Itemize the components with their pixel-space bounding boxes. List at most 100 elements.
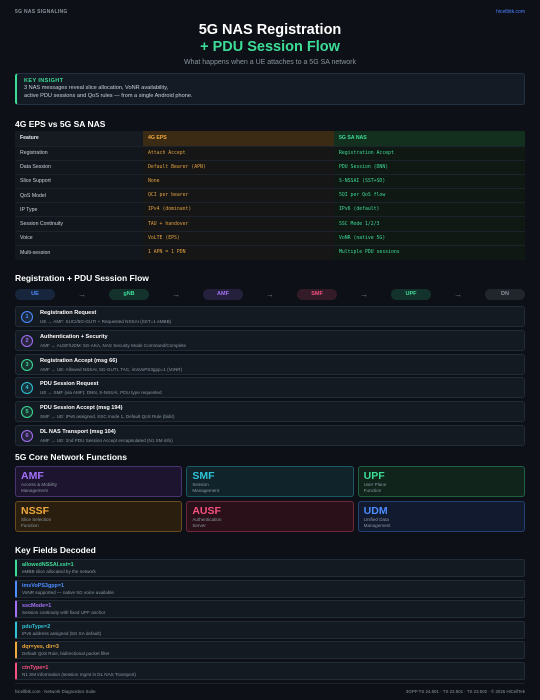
nf-description: Management	[21, 488, 48, 493]
field-name: allowedNSSAI.sst=1	[22, 562, 74, 568]
comparison-table: Feature 4G EPS 5G SA NAS Registration Att…	[15, 131, 525, 260]
key-field-item: dqr=yes, dir=3 Default QoS Rule, bidirect…	[15, 641, 525, 659]
flow-node-row: UE → gNB → AMF → SMF → UPF → DN	[15, 289, 525, 301]
eps-cell: 1 APN = 1 PDN	[143, 244, 334, 260]
nf-name: AMF	[21, 470, 44, 482]
sa-cell: S-NSSAI (SST+SD)	[334, 173, 525, 189]
nf-description: Management	[192, 488, 220, 493]
sa-cell: Multiple PDU sessions	[334, 244, 525, 260]
step-number-badge: 6	[21, 429, 33, 442]
flow-step: 2 Authentication + Security AMF ↔ AUSF/UDM…	[15, 329, 525, 351]
nf-description: Function	[363, 488, 382, 493]
nf-description: Access & Mobility	[21, 482, 57, 487]
key-insight-callout: KEY INSIGHT 3 NAS messages reveal slice …	[15, 73, 525, 105]
brand-label: 5G NAS SIGNALING	[15, 9, 68, 15]
flow-arrow-icon: →	[266, 290, 274, 299]
step-number-badge: 1	[21, 311, 33, 323]
flow-node-dn: DN	[485, 289, 525, 300]
nf-name: NSSF	[21, 505, 50, 517]
key-fields-list: allowedNSSAI.sst=1 eMBB slice allocated b…	[15, 559, 525, 682]
flow-step-list: 1 Registration Request UE → AMF: SUCI/5G-G…	[15, 306, 525, 449]
core-title: 5G Core Network Functions	[15, 452, 127, 462]
nf-name: UDM	[363, 505, 388, 517]
core-function-grid: AMF Access & Mobility Management SMF Session…	[15, 466, 525, 532]
eps-cell: TAU + handover	[143, 216, 334, 232]
table-header-row: Feature 4G EPS 5G SA NAS	[15, 131, 525, 146]
step-title: Authentication + Security	[40, 333, 108, 340]
nf-name: UPF	[363, 470, 385, 482]
flow-step: 5 PDU Session Accept (msg 194) SMF → UE: I…	[15, 401, 525, 423]
field-name: sscMode=1	[22, 603, 52, 609]
step-number-badge: 2	[21, 334, 33, 347]
table-row: Session Continuity TAU + handover SSC Mode…	[15, 216, 525, 232]
step-number-badge: 3	[21, 358, 33, 371]
eps-cell: Default Bearer (APN)	[143, 159, 334, 175]
step-title: Registration Request	[40, 310, 97, 316]
nf-card-nssf: NSSF Slice Selection Function	[15, 501, 183, 532]
flow-step: 4 PDU Session Request UE → SMF (via AMF): …	[15, 377, 525, 399]
sa-cell: Registration Accept	[334, 145, 525, 161]
field-description: VoNR supported — native 5G voice availab…	[22, 589, 114, 595]
field-description: eMBB slice allocated by the network	[22, 569, 96, 574]
flow-node-upf: UPF	[391, 289, 431, 300]
flow-step: 3 Registration Accept (msg 66) AMF → UE: A…	[15, 353, 525, 375]
top-bar: 5G NAS SIGNALING hicellbtk.com	[15, 9, 525, 15]
flow-node-ue: UE	[15, 289, 55, 300]
nf-card-udm: UDM Unified Data Management	[357, 501, 525, 532]
header-feature: Feature	[15, 131, 143, 146]
table-row: Voice VoLTE (EPS) VoNR (native 5G)	[15, 230, 525, 246]
flow-step: 6 DL NAS Transport (msg 104) AMF → UE: 2nd…	[15, 424, 525, 446]
key-field-item: allowedNSSAI.sst=1 eMBB slice allocated b…	[15, 559, 525, 577]
key-field-item: pduType=2 IPv6 address assigned (5G SA de…	[15, 620, 525, 639]
feature-cell: QoS Model	[15, 188, 143, 203]
nf-description: Server	[192, 523, 206, 528]
nf-description: Unified Data	[363, 517, 389, 522]
nf-card-smf: SMF Session Management	[186, 466, 354, 497]
sa-cell: VoNR (native 5G)	[334, 230, 525, 246]
eps-cell: Attach Accept	[143, 145, 334, 161]
table-row: Data Session Default Bearer (APN) PDU Sess…	[15, 159, 525, 175]
sa-cell: IPv6 (default)	[334, 202, 525, 217]
flow-arrow-icon: →	[454, 290, 462, 299]
page-title-accent: + PDU Session Flow	[200, 39, 340, 55]
header-4g-eps: 4G EPS	[143, 131, 334, 146]
nf-card-upf: UPF User Plane Function	[357, 466, 525, 497]
insight-label: KEY INSIGHT	[24, 78, 64, 84]
nf-description: Authentication	[192, 517, 222, 522]
nf-description: Function	[21, 523, 39, 528]
step-description: UE → AMF: SUCI/5G-GUTI + Requested NSSAI…	[40, 319, 172, 324]
flow-arrow-icon: →	[78, 290, 86, 299]
eps-cell: VoLTE (EPS)	[143, 230, 334, 246]
flow-title: Registration + PDU Session Flow	[15, 273, 149, 283]
step-title: DL NAS Transport (msg 104)	[40, 428, 116, 435]
page-title: 5G NAS Registration	[198, 22, 342, 38]
flow-arrow-icon: →	[360, 290, 368, 299]
eps-cell: QCI per bearer	[143, 188, 334, 203]
field-description: Session continuity with fixed UPF anchor	[22, 610, 106, 615]
site-link[interactable]: hicellbtk.com	[496, 9, 525, 15]
key-field-item: imsVoPS3gpp=1 VoNR supported — native 5G …	[15, 579, 525, 598]
hero: 5G NAS Registration + PDU Session Flow W…	[0, 22, 540, 66]
sa-cell: 5QI per QoS flow	[334, 188, 525, 203]
step-description: AMF ↔ AUSF/UDM: 5G-AKA, NAS Security Mod…	[40, 342, 187, 348]
field-description: N1 SM information (session mgmt in DL NA…	[22, 671, 136, 677]
insight-line-2: active PDU sessions and QoS rules — from…	[24, 93, 193, 99]
nf-description: Management	[363, 523, 391, 528]
feature-cell: Multi-session	[15, 244, 143, 260]
feature-cell: Registration	[15, 145, 143, 161]
step-description: SMF → UE: IPv6 assigned, SSC mode 1, Def…	[40, 414, 175, 420]
feature-cell: Data Session	[15, 159, 143, 175]
header-5g-sa: 5G SA NAS	[334, 131, 525, 146]
table-row: QoS Model QCI per bearer 5QI per QoS flow	[15, 188, 525, 203]
footer: hicellbtk.com · Network Diagnostics Suit…	[15, 683, 525, 694]
fields-title: Key Fields Decoded	[15, 545, 96, 555]
step-description: UE → SMF (via AMF): DNN, S-NSSAI, PDU ty…	[40, 390, 162, 396]
key-field-item: ctnType=1 N1 SM information (session mgmt…	[15, 661, 525, 680]
feature-cell: IP Type	[15, 202, 143, 217]
field-description: IPv6 address assigned (5G SA default)	[22, 630, 102, 636]
field-name: imsVoPS3gpp=1	[22, 582, 64, 589]
eps-cell: IPv4 (dominant)	[143, 202, 334, 217]
flow-node-gnb: gNB	[109, 289, 149, 300]
nf-description: Slice Selection	[21, 517, 52, 522]
flow-step: 1 Registration Request UE → AMF: SUCI/5G-G…	[15, 306, 525, 327]
